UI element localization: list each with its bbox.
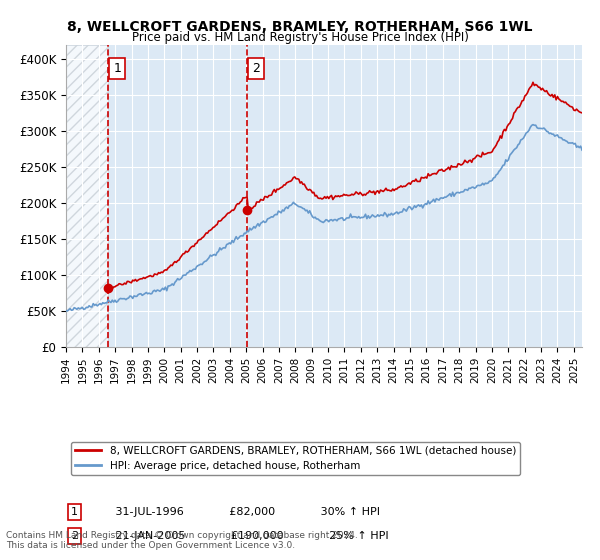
- Bar: [66, 45, 108, 347]
- Text: 1: 1: [71, 507, 78, 517]
- Text: Price paid vs. HM Land Registry's House Price Index (HPI): Price paid vs. HM Land Registry's House …: [131, 31, 469, 44]
- Text: 2: 2: [71, 531, 78, 541]
- Text: Contains HM Land Registry data © Crown copyright and database right 2024.
This d: Contains HM Land Registry data © Crown c…: [6, 530, 358, 550]
- Text: 1: 1: [113, 62, 121, 75]
- Text: 2: 2: [252, 62, 260, 75]
- Legend: 8, WELLCROFT GARDENS, BRAMLEY, ROTHERHAM, S66 1WL (detached house), HPI: Average: 8, WELLCROFT GARDENS, BRAMLEY, ROTHERHAM…: [71, 441, 520, 475]
- Text: 8, WELLCROFT GARDENS, BRAMLEY, ROTHERHAM, S66 1WL: 8, WELLCROFT GARDENS, BRAMLEY, ROTHERHAM…: [67, 20, 533, 34]
- Text: 31-JUL-1996             £82,000             30% ↑ HPI: 31-JUL-1996 £82,000 30% ↑ HPI: [104, 507, 380, 517]
- Text: 21-JAN-2005             £190,000             25% ↑ HPI: 21-JAN-2005 £190,000 25% ↑ HPI: [104, 531, 388, 541]
